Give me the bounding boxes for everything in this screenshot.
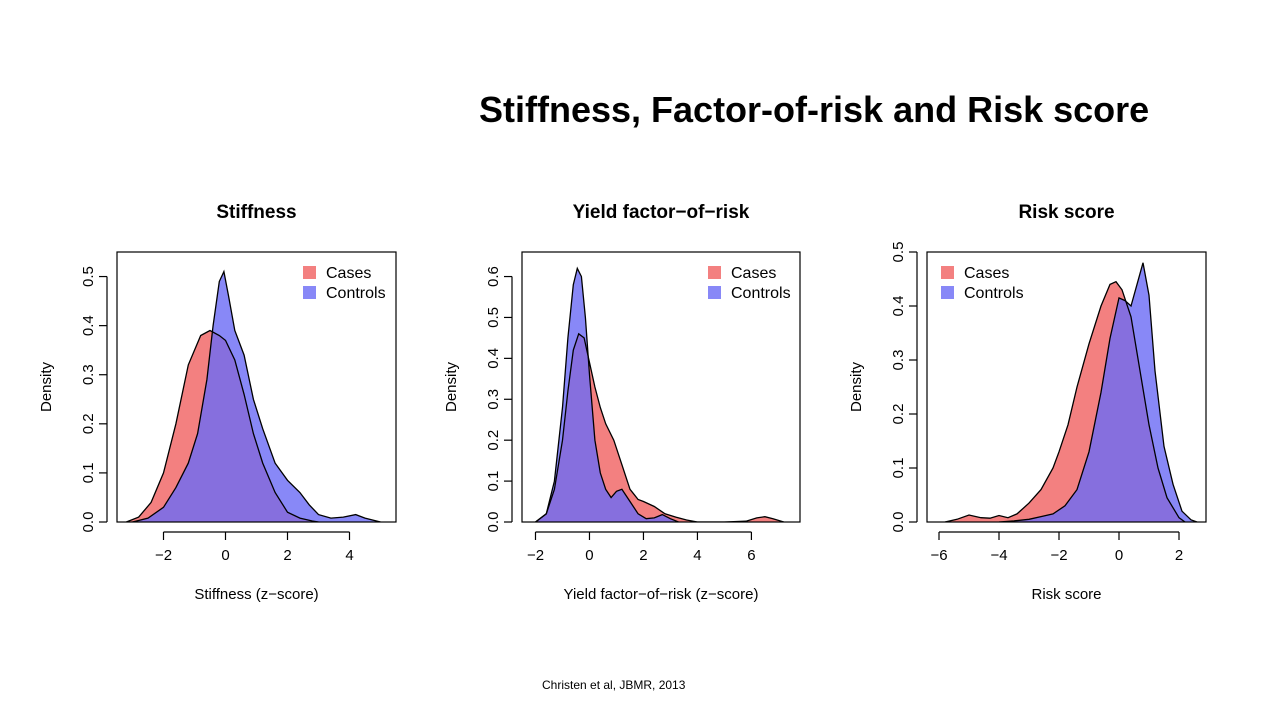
- y-tick-label: 0.3: [890, 350, 907, 371]
- legend-swatch-controls: [303, 286, 316, 299]
- density-line-cases: [126, 329, 319, 522]
- chart-panel-1: −2 0 2 4 0.0 0.1 0.2 0.3 0.4 0.5 Stiffness Stiffnes…: [38, 202, 397, 603]
- legend-swatch-controls: [941, 286, 954, 299]
- density-line-cases: [944, 280, 1186, 522]
- chart-panel-3: −6 −4 −2 0 2 0.0 0.1 0.2 0.3 0.4 0.5 Risk score Risk…: [848, 202, 1207, 603]
- x-tick-label: 2: [283, 547, 291, 564]
- x-axis-label: Stiffness (z−score): [194, 586, 318, 603]
- x-tick-label: −2: [155, 547, 172, 564]
- plot-frame: [521, 251, 801, 523]
- y-tick-label: 0.2: [485, 430, 502, 451]
- density-line-controls: [132, 269, 381, 522]
- density-area-controls: [132, 271, 381, 522]
- y-tick-label: 0.1: [80, 462, 97, 483]
- legend-swatch-cases: [708, 266, 721, 279]
- legend-label-controls: Controls: [731, 285, 791, 302]
- y-axis-label: Density: [848, 361, 865, 412]
- density-area-controls: [535, 268, 679, 522]
- x-tick-label: −6: [930, 547, 947, 564]
- legend: Cases Controls: [941, 265, 1024, 302]
- x-axis-label: Yield factor−of−risk (z−score): [564, 586, 759, 603]
- y-tick-label: 0.1: [890, 458, 907, 479]
- legend-label-controls: Controls: [964, 285, 1024, 302]
- legend-swatch-controls: [708, 286, 721, 299]
- x-tick-label: 6: [747, 547, 755, 564]
- density-line-controls: [998, 262, 1198, 522]
- plot-frame: [116, 251, 397, 523]
- y-tick-label: 0.3: [485, 389, 502, 410]
- x-tick-label: 2: [1175, 547, 1183, 564]
- y-tick-label: 0.5: [485, 307, 502, 328]
- y-tick-label: 0.3: [80, 364, 97, 385]
- y-tick-label: 0.0: [485, 512, 502, 533]
- y-tick-label: 0.0: [80, 512, 97, 533]
- y-tick-label: 0.5: [80, 266, 97, 287]
- y-tick-label: 0.1: [485, 471, 502, 492]
- y-tick-label: 0.0: [890, 512, 907, 533]
- legend: Cases Controls: [708, 265, 791, 302]
- chart-title: Stiffness: [216, 202, 296, 223]
- y-tick-label: 0.6: [485, 266, 502, 287]
- y-tick-label: 0.5: [890, 242, 907, 263]
- y-axis-label: Density: [443, 361, 460, 412]
- legend-label-controls: Controls: [326, 285, 386, 302]
- legend-swatch-cases: [303, 266, 316, 279]
- slide-title: Stiffness, Factor-of-risk and Risk score: [479, 89, 1150, 130]
- legend-swatch-cases: [941, 266, 954, 279]
- density-area-controls: [999, 262, 1197, 522]
- x-tick-label: 0: [221, 547, 229, 564]
- density-line-controls: [535, 266, 679, 522]
- chart-title: Risk score: [1018, 202, 1114, 223]
- x-tick-label: −2: [527, 547, 544, 564]
- x-tick-label: 4: [345, 547, 353, 564]
- x-axis-label: Risk score: [1031, 586, 1101, 603]
- x-tick-label: 4: [693, 547, 701, 564]
- x-tick-label: 2: [639, 547, 647, 564]
- y-tick-label: 0.2: [890, 404, 907, 425]
- chart-title: Yield factor−of−risk: [573, 202, 750, 223]
- legend-label-cases: Cases: [326, 265, 371, 282]
- legend-label-cases: Cases: [731, 265, 776, 282]
- x-tick-label: −2: [1050, 547, 1067, 564]
- plot-frame: [926, 251, 1207, 523]
- citation: Christen et al, JBMR, 2013: [542, 678, 686, 692]
- x-tick-label: 0: [1115, 547, 1123, 564]
- y-tick-label: 0.4: [485, 348, 502, 369]
- x-tick-label: −4: [990, 547, 1007, 564]
- y-tick-label: 0.4: [890, 296, 907, 317]
- legend: Cases Controls: [303, 265, 386, 302]
- legend-label-cases: Cases: [964, 265, 1009, 282]
- x-tick-label: 0: [585, 547, 593, 564]
- y-axis-label: Density: [38, 361, 55, 412]
- chart-panel-2: −2 0 2 4 6 0.0 0.1 0.2 0.3 0.4 0.5 0.6 Yield factor−…: [443, 202, 801, 603]
- y-tick-label: 0.4: [80, 315, 97, 336]
- y-tick-label: 0.2: [80, 413, 97, 434]
